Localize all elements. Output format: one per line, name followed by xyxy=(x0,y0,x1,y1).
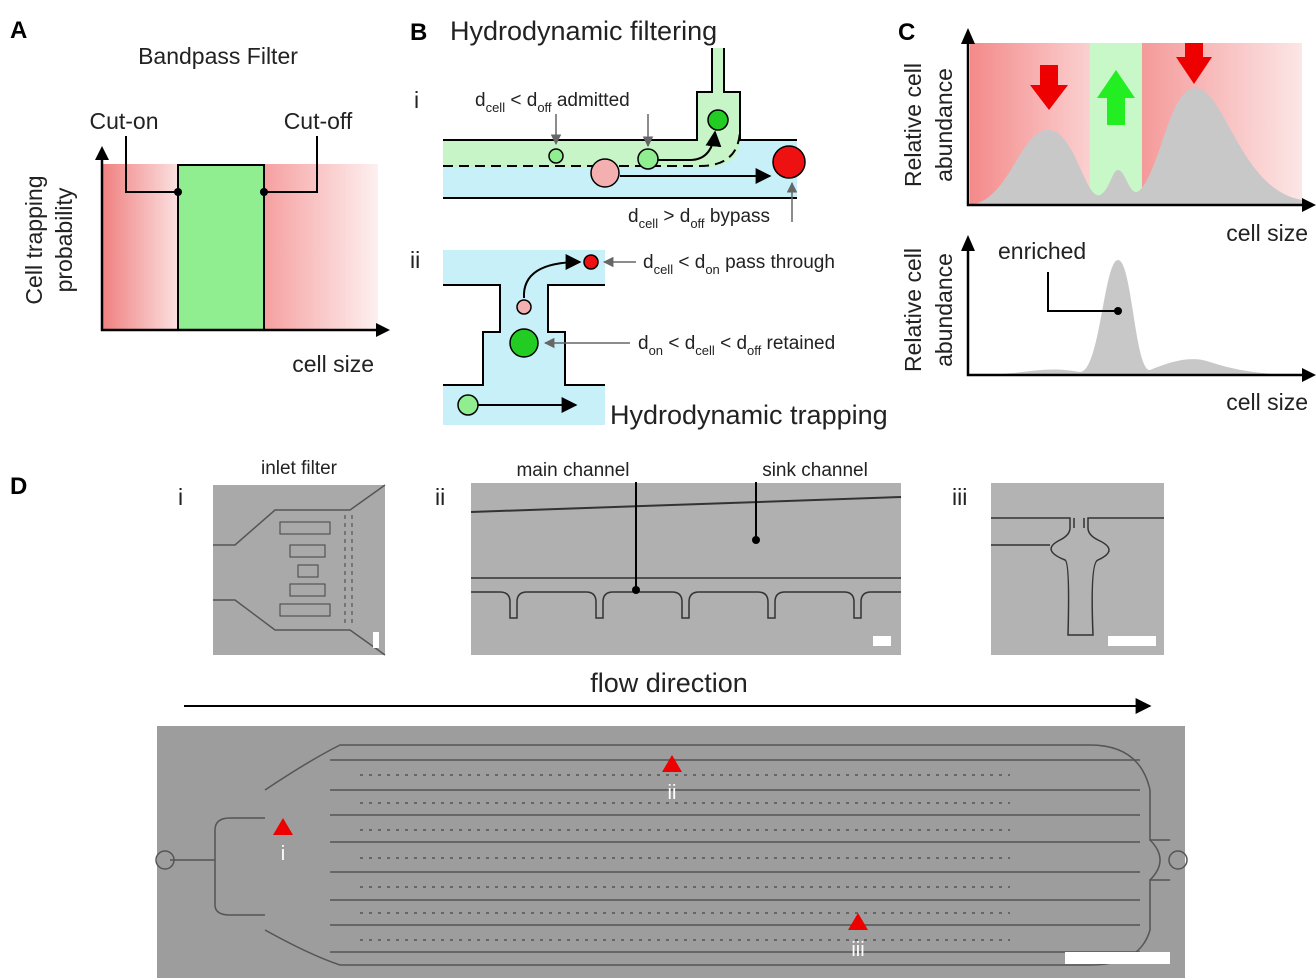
distribution xyxy=(970,260,1302,375)
cell xyxy=(549,149,563,163)
subscript: off xyxy=(537,100,552,115)
label: dcell > doff bypass xyxy=(628,206,770,231)
figure: A Bandpass Filter Cut-on Cut-off Cell tr… xyxy=(0,0,1316,978)
panel-letter: B xyxy=(410,19,427,46)
label: sink channel xyxy=(762,460,868,481)
y-label: Relative cell xyxy=(900,63,926,187)
arrowhead xyxy=(961,28,975,44)
label: enriched xyxy=(998,238,1086,264)
sub-label: ii xyxy=(410,247,420,273)
sub-label: i xyxy=(178,484,183,510)
panel-title: Bandpass Filter xyxy=(138,43,298,69)
cell xyxy=(773,146,805,178)
reject-region xyxy=(264,164,378,330)
scale-bar xyxy=(1065,952,1170,964)
panel-title: Hydrodynamic filtering xyxy=(450,16,717,46)
x-label: cell size xyxy=(292,351,374,377)
scale-bar xyxy=(1108,636,1156,646)
text-segment: < d xyxy=(505,90,537,111)
subscript: on xyxy=(649,343,663,358)
scale-bar xyxy=(873,636,891,646)
text-segment: < d xyxy=(715,333,747,354)
text-segment: < d xyxy=(673,252,705,273)
dot xyxy=(632,586,640,594)
subscript: cell xyxy=(639,216,659,231)
text-segment: retained xyxy=(761,333,835,354)
panel-c: C Relative cell abundance cell size enri… xyxy=(898,19,1316,415)
label: Cut-off xyxy=(284,108,353,134)
arrowhead xyxy=(961,235,975,251)
arrowhead xyxy=(376,323,390,337)
subscript: cell xyxy=(486,100,506,115)
pass-band xyxy=(178,165,264,330)
sub-label: iii xyxy=(952,484,967,510)
subscript: cell xyxy=(695,343,715,358)
text-segment: admitted xyxy=(552,90,630,111)
sub-label: ii xyxy=(435,484,445,510)
cell xyxy=(638,149,658,169)
arrowhead xyxy=(95,146,109,160)
marker-label: ii xyxy=(668,782,677,804)
text-segment: d xyxy=(643,252,654,273)
arrowhead xyxy=(1302,198,1316,212)
cell xyxy=(708,110,728,130)
text-segment: d xyxy=(628,206,639,227)
label: Cut-on xyxy=(89,108,158,134)
text-segment: < d xyxy=(663,333,695,354)
label: inlet filter xyxy=(261,458,338,479)
dot xyxy=(174,188,182,196)
label: don < dcell < doff retained xyxy=(638,333,835,358)
panel-d: D i inlet filter ii main channel sink ch… xyxy=(10,458,1187,978)
y-label: abundance xyxy=(931,253,957,367)
cell xyxy=(517,300,531,314)
y-label: Relative cell xyxy=(900,248,926,372)
panel-a: A Bandpass Filter Cut-on Cut-off Cell tr… xyxy=(10,17,390,377)
arrowhead xyxy=(1302,368,1316,382)
micrograph xyxy=(991,483,1164,655)
dot xyxy=(752,536,760,544)
marker-label: i xyxy=(281,843,285,865)
panel-subtitle: Hydrodynamic trapping xyxy=(610,400,888,430)
y-label: abundance xyxy=(931,68,957,182)
panel-letter: A xyxy=(10,17,27,44)
subscript: on xyxy=(705,262,719,277)
label: main channel xyxy=(516,460,629,481)
panel-letter: D xyxy=(10,473,27,500)
sub-label: i xyxy=(414,87,419,113)
panel-b: B Hydrodynamic filtering i dcell < doff … xyxy=(410,16,888,430)
cell xyxy=(458,395,478,415)
subscript: cell xyxy=(654,262,674,277)
dot xyxy=(260,188,268,196)
panel-letter: C xyxy=(898,19,915,46)
marker-label: iii xyxy=(851,939,864,961)
subscript: off xyxy=(747,343,762,358)
cell xyxy=(584,255,598,269)
flow-label: flow direction xyxy=(590,668,748,698)
text-segment: pass through xyxy=(720,252,835,273)
text-segment: d xyxy=(638,333,649,354)
reject-region xyxy=(102,164,178,330)
cell xyxy=(591,159,619,187)
label: dcell < don pass through xyxy=(643,252,835,277)
x-label: cell size xyxy=(1226,389,1308,415)
cell xyxy=(510,329,538,357)
subscript: off xyxy=(690,216,705,231)
y-label: Cell trapping xyxy=(21,175,47,304)
text-segment: > d xyxy=(658,206,690,227)
scale-bar xyxy=(373,632,379,648)
y-label: probability xyxy=(51,187,77,292)
text-segment: d xyxy=(475,90,486,111)
label: dcell < doff admitted xyxy=(475,90,630,115)
dot xyxy=(1114,307,1122,315)
text-segment: bypass xyxy=(705,206,770,227)
x-label: cell size xyxy=(1226,220,1308,246)
